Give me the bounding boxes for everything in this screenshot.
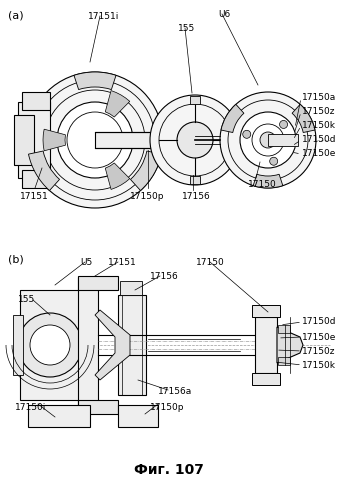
Circle shape: [30, 325, 70, 365]
Wedge shape: [74, 72, 116, 90]
Bar: [252, 305, 280, 317]
Circle shape: [243, 130, 251, 138]
Text: 17150e: 17150e: [302, 150, 336, 158]
Bar: [278, 357, 290, 365]
Circle shape: [240, 112, 296, 168]
Wedge shape: [28, 151, 59, 190]
Circle shape: [260, 132, 276, 148]
Text: (b): (b): [8, 255, 24, 265]
Text: 17150: 17150: [248, 180, 277, 189]
Text: 17150i: 17150i: [15, 402, 46, 411]
Bar: [252, 373, 280, 385]
Text: 17150k: 17150k: [302, 360, 336, 370]
Text: (a): (a): [8, 10, 24, 20]
Bar: [118, 405, 158, 427]
Text: 17150a: 17150a: [302, 94, 336, 102]
Text: 17150z: 17150z: [302, 346, 336, 356]
Bar: [118, 295, 146, 395]
Bar: [278, 325, 290, 333]
Circle shape: [177, 122, 213, 158]
Bar: [78, 277, 98, 413]
Bar: [78, 276, 118, 290]
Text: 17150p: 17150p: [130, 192, 165, 201]
Polygon shape: [105, 163, 130, 190]
Text: 17151i: 17151i: [88, 12, 119, 21]
Circle shape: [18, 313, 82, 377]
Text: 155: 155: [178, 24, 195, 33]
Text: 17151: 17151: [20, 192, 49, 201]
Polygon shape: [43, 129, 66, 151]
Polygon shape: [277, 327, 303, 363]
Text: U6: U6: [218, 10, 230, 19]
Bar: [22, 170, 50, 188]
Wedge shape: [292, 104, 315, 132]
Bar: [190, 176, 200, 184]
Text: 17156: 17156: [150, 272, 179, 281]
Text: 155: 155: [18, 296, 35, 304]
Bar: [120, 281, 142, 295]
Bar: [13, 315, 23, 375]
Text: 17150d: 17150d: [302, 318, 337, 326]
Bar: [78, 400, 118, 414]
Wedge shape: [130, 151, 162, 190]
Text: 17150z: 17150z: [302, 108, 336, 116]
Wedge shape: [221, 104, 244, 132]
Bar: [18, 102, 50, 178]
Bar: [14, 115, 34, 165]
Circle shape: [150, 95, 240, 185]
Bar: [190, 96, 200, 104]
Bar: [268, 134, 298, 146]
Circle shape: [270, 158, 278, 166]
Bar: [20, 290, 80, 400]
Polygon shape: [95, 310, 130, 380]
Text: 17150d: 17150d: [302, 136, 337, 144]
Text: 17150: 17150: [196, 258, 225, 267]
Circle shape: [220, 92, 316, 188]
Wedge shape: [253, 174, 283, 188]
Text: 17150p: 17150p: [150, 402, 185, 411]
Bar: [28, 405, 90, 427]
Circle shape: [27, 72, 163, 208]
Circle shape: [57, 102, 133, 178]
Text: 17151: 17151: [108, 258, 137, 267]
Bar: [95, 132, 155, 148]
Text: Фиг. 107: Фиг. 107: [134, 463, 204, 477]
Text: 17150k: 17150k: [302, 122, 336, 130]
Text: 17150e: 17150e: [302, 332, 336, 342]
Bar: [22, 92, 50, 110]
Bar: [255, 317, 277, 373]
Text: 17156a: 17156a: [158, 388, 192, 396]
Text: U5: U5: [80, 258, 92, 267]
Polygon shape: [105, 90, 130, 117]
Circle shape: [280, 120, 288, 128]
Text: 17156: 17156: [182, 192, 211, 201]
